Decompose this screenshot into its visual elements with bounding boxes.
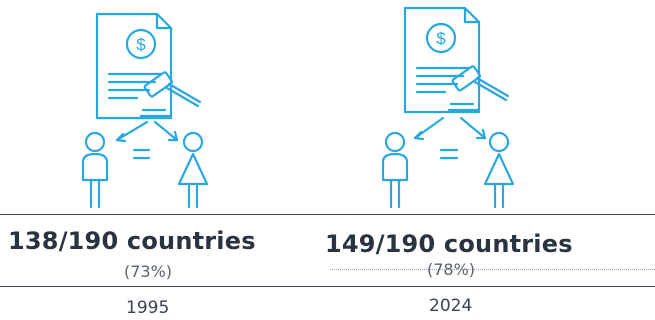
percent-1995: (73%) xyxy=(124,262,173,281)
stat-1995: 138/190 countries xyxy=(8,227,256,255)
coin-icon xyxy=(125,28,157,60)
year-2024: 2024 xyxy=(429,296,473,316)
divider-dotted xyxy=(330,269,655,270)
male-figure-icon xyxy=(381,131,409,209)
dollar-icon: $ xyxy=(136,35,146,54)
divider-bottom xyxy=(0,286,655,287)
percent-2024: (78%) xyxy=(427,260,476,279)
document-icon xyxy=(95,12,173,120)
document-icon xyxy=(403,6,481,114)
legal-equality-icon: $ xyxy=(365,0,535,212)
dollar-icon: $ xyxy=(436,29,446,48)
year-1995: 1995 xyxy=(126,298,170,318)
divider-top xyxy=(0,214,655,215)
female-figure-icon xyxy=(177,131,209,209)
male-figure-icon xyxy=(81,131,109,209)
legal-equality-icon: $ xyxy=(65,0,235,212)
stat-2024: 149/190 countries xyxy=(325,230,573,258)
gavel-icon xyxy=(139,71,202,118)
gavel-icon xyxy=(447,65,510,112)
coin-icon xyxy=(425,22,457,54)
female-figure-icon xyxy=(483,131,515,209)
